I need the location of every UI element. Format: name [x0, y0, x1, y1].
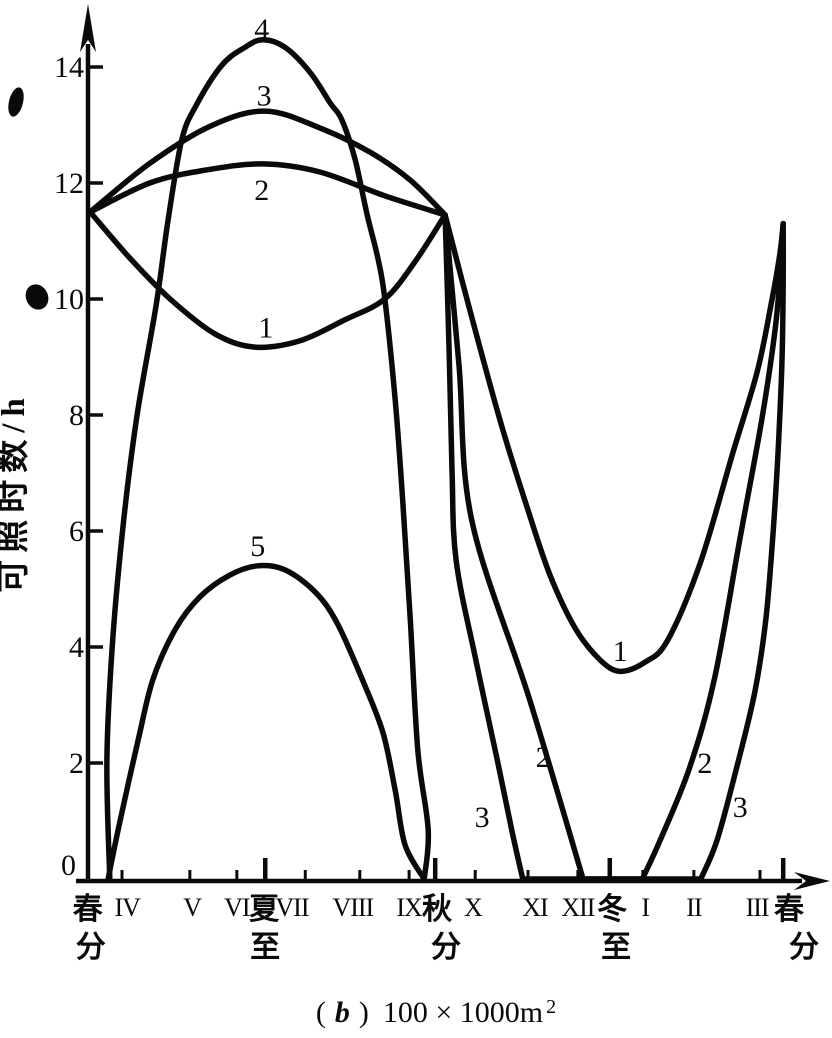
y-ticks: 14 12 10 8 6 4 2 0	[54, 51, 103, 882]
x-month-label: VIII	[332, 893, 373, 922]
x-season-label: 秋	[422, 893, 452, 926]
caption-series-letter: b	[334, 996, 350, 1029]
x-month-label: III	[746, 893, 769, 922]
curve-label-1: 1	[613, 635, 628, 668]
x-season-label: 冬	[597, 893, 627, 926]
curve-label-2: 2	[254, 174, 269, 207]
curve-label-2: 2	[697, 747, 712, 780]
origin-label: 0	[61, 849, 76, 882]
y-tick-label: 12	[54, 167, 84, 200]
caption-paren-open: (	[315, 996, 326, 1029]
x-month-label: VI	[224, 893, 250, 922]
x-season-label: 分	[76, 931, 106, 964]
y-tick-label: 10	[54, 283, 84, 316]
y-tick-label: 6	[69, 515, 84, 548]
curve-5	[105, 562, 427, 882]
x-month-label: II	[686, 893, 702, 922]
curve-label-4: 4	[254, 13, 269, 46]
curve-3	[87, 108, 787, 882]
curve-label-3: 3	[257, 79, 272, 112]
x-month-label: IV	[115, 893, 142, 922]
y-tick-label: 14	[54, 51, 84, 84]
x-season-label: 夏	[249, 893, 280, 926]
x-season-label: 春	[774, 893, 804, 926]
x-month-label: V	[183, 893, 202, 922]
caption-superscript: 2	[546, 996, 557, 1018]
curves	[87, 36, 787, 882]
x-month-label: X	[464, 893, 483, 922]
x-month-label: XI	[522, 893, 548, 922]
figure-caption: (b) 100 × 1000m 2	[20, 996, 832, 1030]
x-axis-arrow-icon	[794, 872, 830, 890]
curve-label-5: 5	[250, 530, 265, 563]
ink-blob-artifact	[8, 87, 24, 117]
caption-paren-close: )	[358, 996, 369, 1029]
x-month-label: I	[641, 893, 649, 922]
curve-label-2: 2	[536, 741, 551, 774]
y-tick-label: 4	[69, 631, 84, 664]
caption-text: 100 × 1000m	[382, 996, 544, 1029]
curve-2	[87, 161, 786, 882]
y-axis-arrow-icon	[80, 4, 96, 52]
x-season-label: 分	[431, 931, 461, 964]
x-month-label: IX	[396, 893, 423, 922]
x-season-label: 至	[601, 931, 631, 964]
y-axis-title: 可照时数/h	[0, 391, 32, 593]
curve-4	[104, 36, 432, 882]
y-tick-label: 8	[69, 399, 84, 432]
curve-label-1: 1	[258, 311, 273, 344]
y-tick-label: 2	[69, 747, 84, 780]
x-month-label: XII	[561, 893, 594, 922]
ink-blob-artifact	[25, 284, 49, 310]
curve-label-3: 3	[475, 801, 490, 834]
x-month-label: VII	[275, 893, 308, 922]
x-season-label: 春	[73, 893, 103, 926]
x-season-label: 分	[789, 931, 819, 964]
x-season-label: 至	[250, 931, 280, 964]
curve-label-3: 3	[733, 791, 748, 824]
curve-1	[87, 209, 786, 675]
